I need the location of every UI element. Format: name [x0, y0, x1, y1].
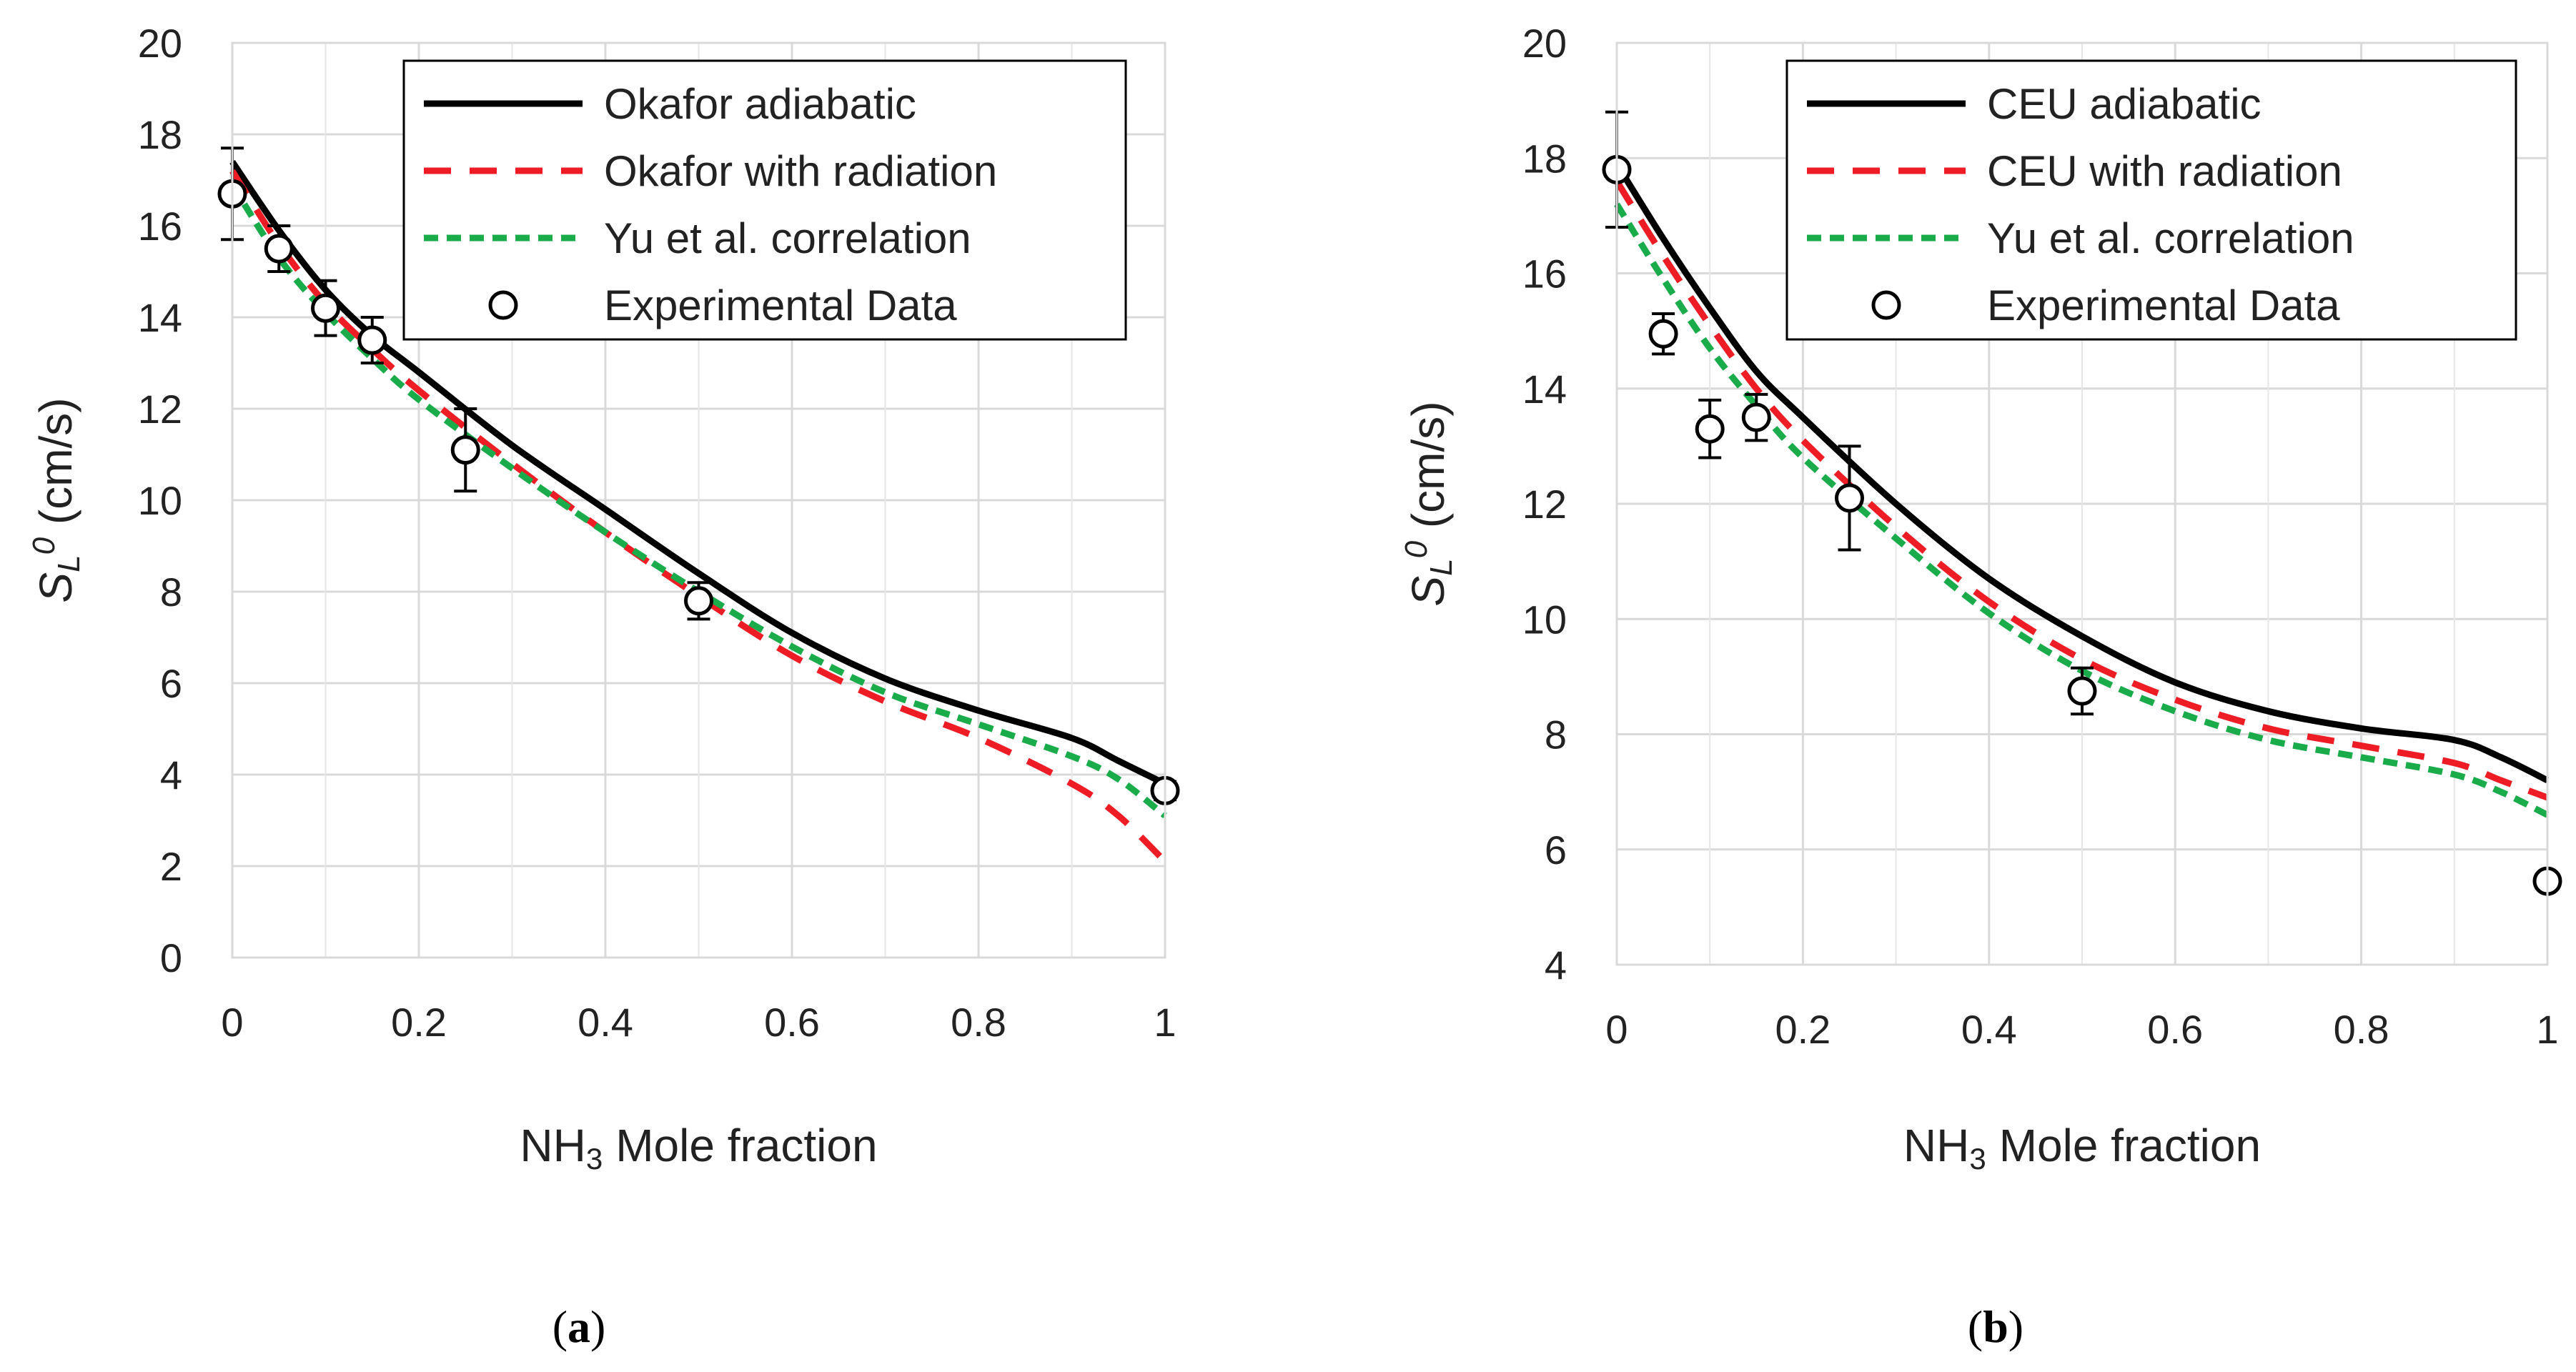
panel-b-x-axis-label: NH3 Mole fraction [1903, 1120, 2261, 1175]
panel-a-legend-entry: Okafor adiabatic [424, 80, 916, 128]
panel-a-caption: (a) [553, 1301, 606, 1352]
panel-a-y-tick-label: 14 [138, 295, 182, 340]
panel-b-y-tick-label: 20 [1522, 21, 1567, 66]
panel-a-y-tick-label: 8 [160, 570, 182, 615]
panel-a-y-tick-label: 10 [138, 478, 182, 523]
panel-a-x-tick-label: 0 [221, 1000, 243, 1045]
panel-b-legend-entry: CEU with radiation [1807, 147, 2342, 195]
panel-a-x-axis-label: NH3 Mole fraction [520, 1120, 877, 1175]
panel-b-x-tick-label: 0.6 [2147, 1007, 2203, 1052]
panel-a-legend-box [402, 59, 1127, 341]
panel-a-y-tick-label: 6 [160, 661, 182, 706]
panel-b-data-point [1835, 444, 1864, 552]
panel-a-legend-entry: Okafor with radiation [424, 147, 997, 195]
panel-b-data-marker [1648, 319, 1678, 349]
panel-b-plot-frame [1615, 41, 2549, 966]
panel-a-y-tick-label: 16 [138, 204, 182, 249]
panel-b-y-tick-label: 14 [1522, 367, 1567, 412]
panel-a-y-tick-label: 18 [138, 112, 182, 157]
panel-b-x-tick-label: 0.2 [1775, 1007, 1831, 1052]
panel-b-y-tick-label: 10 [1522, 597, 1567, 642]
panel-b-series-0-line [1614, 161, 2550, 784]
panel-b-data-marker [2067, 676, 2097, 706]
panel-a-x-tick-label: 0.2 [391, 1000, 447, 1045]
panel-a-legend-entry: Yu et al. correlation [424, 214, 971, 262]
panel-a-y-axis-label: SL0 (cm/s) [26, 397, 86, 602]
panel-a-x-tick-label: 1 [1154, 1000, 1176, 1045]
panel-a-legend-entries: Okafor adiabatic Okafor with radiation Yu … [424, 80, 997, 329]
panel-b-data-point [1648, 312, 1678, 356]
panel-b-y-axis-label: SL0 (cm/s) [1399, 401, 1459, 606]
panel-a-legend: Okafor adiabatic Okafor with radiation Yu … [402, 59, 1127, 341]
panel-b-data-marker [1741, 402, 1771, 432]
panel-b-legend-entry: CEU adiabatic [1807, 80, 2262, 128]
panel-a-x-tick-label: 0.8 [951, 1000, 1006, 1045]
panel-b-y-tick-label: 6 [1545, 827, 1567, 873]
panel-a-plot-frame [231, 41, 1166, 959]
panel-b-markers [1602, 110, 2562, 896]
panel-b-y-tick-label: 8 [1545, 712, 1567, 757]
panel-a-legend-label: Okafor adiabatic [604, 80, 916, 128]
panel-a-y-tick-label: 20 [138, 21, 182, 66]
panel-b-y-tick-label: 12 [1522, 482, 1567, 527]
panel-a-data-marker [264, 234, 294, 264]
panel-b-legend-label: Experimental Data [1987, 282, 2340, 329]
panel-b-legend-entries: CEU adiabatic CEU with radiation Yu et al.… [1807, 80, 2354, 329]
panel-b-x-tick-label: 0.8 [2334, 1007, 2389, 1052]
panel-a-legend-entry: Experimental Data [488, 282, 957, 329]
panel-a-y-tick-label: 12 [138, 387, 182, 432]
panel-a-data-marker [450, 435, 480, 465]
panel-b-legend-entry: Experimental Data [1871, 282, 2340, 329]
panel-b-data-point [1741, 392, 1771, 442]
panel-b-legend-label: CEU adiabatic [1987, 80, 2262, 128]
panel-b-caption: (b) [1968, 1301, 2023, 1352]
panel-b-data-marker [1835, 483, 1864, 513]
panel-b-x-tick-label: 0.4 [1961, 1007, 2017, 1052]
panel-b-legend: CEU adiabatic CEU with radiation Yu et al.… [1785, 59, 2517, 341]
panel-b-series-lines [1614, 161, 2550, 818]
panel-a-data-marker [311, 293, 340, 323]
panel-a-x-tick-label: 0.4 [578, 1000, 633, 1045]
panel-a-data-point [311, 279, 340, 337]
panel-a-y-tick-label: 0 [160, 935, 182, 980]
panel-a-legend-swatch-marker [488, 290, 518, 320]
panel-a-legend-label: Yu et al. correlation [604, 214, 971, 262]
panel-a-x-tick-label: 0.6 [764, 1000, 820, 1045]
panel-a-series-1-line [229, 169, 1168, 864]
panel-b-data-point [1695, 398, 1725, 459]
panel-a-y-tick-label: 4 [160, 752, 182, 797]
panel-a-data-point [450, 407, 480, 493]
panel-b-data-marker [1695, 414, 1725, 444]
panel-b-legend-label: Yu et al. correlation [1987, 214, 2354, 262]
panel-b-y-tick-label: 18 [1522, 136, 1567, 181]
panel-b-x-tick-label: 0 [1605, 1007, 1628, 1052]
panel-b-x-tick-label: 1 [2536, 1007, 2558, 1052]
panel-a-legend-label: Okafor with radiation [604, 147, 997, 195]
panel-a-y-tick-label: 2 [160, 844, 182, 889]
panel-b-legend-entry: Yu et al. correlation [1807, 214, 2354, 262]
panel-b-series-2-line [1614, 202, 2550, 818]
panel-b-legend-swatch-marker [1871, 290, 1901, 320]
panel-b-y-tick-label: 16 [1522, 252, 1567, 297]
panel-a-data-point [264, 224, 294, 273]
panel-a-data-point [684, 581, 713, 621]
panel-a-data-marker [357, 325, 387, 355]
panel-b-legend-label: CEU with radiation [1987, 147, 2342, 195]
panel-b-series-1-line [1614, 179, 2549, 801]
panel-b-legend-box [1785, 59, 2517, 341]
panel-a-legend-label: Experimental Data [604, 282, 957, 329]
panel-b-y-tick-label: 4 [1545, 943, 1567, 988]
panel-b-data-point [2067, 666, 2097, 716]
panel-a-data-marker [684, 586, 713, 616]
panel-a-data-point [357, 316, 387, 364]
